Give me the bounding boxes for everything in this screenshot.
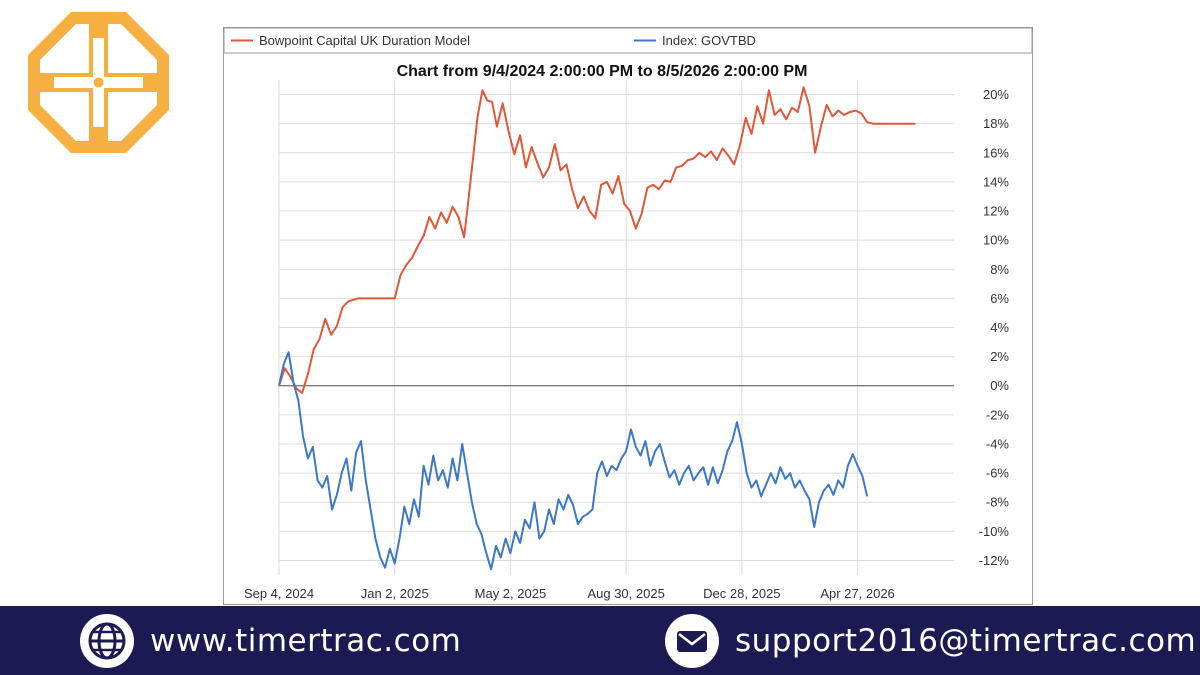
y-tick-label: -2% xyxy=(986,407,1010,422)
chart: Bowpoint Capital UK Duration Model Index:… xyxy=(224,28,1032,601)
x-tick-label: Aug 30, 2025 xyxy=(587,586,664,601)
chart-panel: Bowpoint Capital UK Duration Model Index:… xyxy=(223,27,1033,605)
website-link[interactable]: www.timertrac.com xyxy=(80,606,461,675)
x-tick-label: May 2, 2025 xyxy=(475,586,547,601)
x-tick-label: Sep 4, 2024 xyxy=(244,586,314,601)
y-tick-label: 4% xyxy=(990,320,1009,335)
y-tick-label: -8% xyxy=(986,495,1010,510)
x-tick-label: Apr 27, 2026 xyxy=(820,586,894,601)
globe-icon xyxy=(80,613,134,668)
y-tick-label: 12% xyxy=(983,204,1009,219)
website-text: www.timertrac.com xyxy=(150,622,462,659)
y-tick-label: -12% xyxy=(979,553,1010,568)
x-tick-label: Dec 28, 2025 xyxy=(703,586,780,601)
series-line-index xyxy=(278,351,869,571)
y-tick-label: -4% xyxy=(986,436,1010,451)
y-tick-label: 10% xyxy=(983,233,1009,248)
footer-bar: www.timertrac.com support2016@timertrac.… xyxy=(0,606,1200,675)
email-link[interactable]: support2016@timertrac.com xyxy=(665,606,1196,675)
chart-title: Chart from 9/4/2024 2:00:00 PM to 8/5/20… xyxy=(397,63,808,80)
envelope-icon xyxy=(665,613,719,668)
series-line-model xyxy=(278,86,916,394)
legend-entry: Index: GOVTBD xyxy=(662,33,756,48)
logo xyxy=(26,10,171,155)
cross-emblem-icon xyxy=(28,12,169,153)
legend-box xyxy=(224,28,1032,54)
y-tick-label: 6% xyxy=(990,291,1009,306)
x-tick-label: Jan 2, 2025 xyxy=(361,586,429,601)
y-tick-label: 2% xyxy=(990,349,1009,364)
legend-entry: Bowpoint Capital UK Duration Model xyxy=(259,33,470,48)
y-tick-label: 14% xyxy=(983,174,1009,189)
email-text: support2016@timertrac.com xyxy=(735,622,1197,659)
y-tick-label: 16% xyxy=(983,145,1009,160)
y-tick-label: 0% xyxy=(990,378,1009,393)
y-tick-label: -10% xyxy=(979,524,1010,539)
y-tick-label: 20% xyxy=(983,87,1009,102)
y-tick-label: 18% xyxy=(983,116,1009,131)
y-tick-label: -6% xyxy=(986,466,1010,481)
y-tick-label: 8% xyxy=(990,262,1009,277)
